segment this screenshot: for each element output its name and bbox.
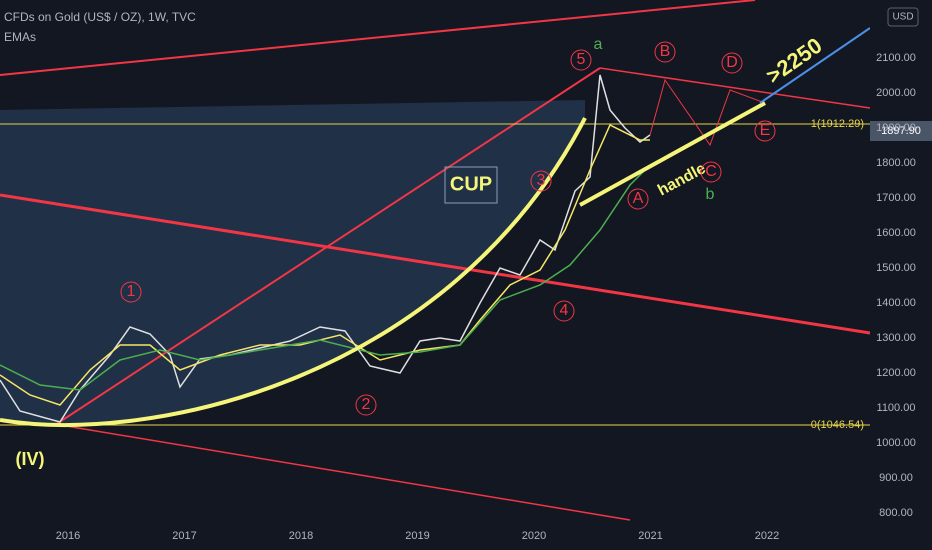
- y-axis: 2100.00 2000.00 1900.00 1800.00 1700.00 1600.…: [876, 52, 916, 519]
- x-tick-label: 2020: [522, 530, 546, 542]
- fib-label: 1(1912.29): [811, 118, 864, 130]
- wave-label: D: [726, 54, 738, 71]
- wave-label: A: [633, 190, 644, 207]
- x-tick-label: 2017: [172, 530, 196, 542]
- wave-label: 5: [577, 51, 586, 68]
- y-tick-label: 1100.00: [877, 402, 916, 414]
- y-tick-label: 800.00: [879, 507, 913, 519]
- currency-box[interactable]: [887, 7, 919, 27]
- trend-line: [0, 0, 756, 76]
- y-tick-label: 1900.00: [876, 122, 916, 134]
- handle-line: [579, 101, 766, 207]
- y-tick-label: 1700.00: [876, 192, 916, 204]
- trend-line: [599, 67, 871, 109]
- y-tick-label: 1300.00: [876, 332, 916, 344]
- y-tick-label: 1800.00: [876, 157, 916, 169]
- wave-circle: [700, 161, 722, 183]
- x-tick-label: 2021: [638, 530, 662, 542]
- wave-circle: [120, 281, 142, 303]
- wave-label: a: [594, 36, 603, 53]
- x-tick-label: 2018: [289, 530, 313, 542]
- last-price-box: [870, 121, 932, 141]
- x-tick-label: 2016: [56, 530, 80, 542]
- target-line: [759, 27, 871, 104]
- y-tick-label: 1200.00: [876, 367, 916, 379]
- wave-label: B: [660, 43, 671, 60]
- x-tick-label: 2019: [405, 530, 429, 542]
- y-tick-label: 2000.00: [876, 87, 916, 99]
- cup-box: [444, 166, 498, 204]
- wave-label: 4: [560, 302, 569, 319]
- indicator-label: EMAs: [4, 30, 36, 44]
- fib-label: 0(1046.54): [811, 419, 864, 431]
- projection: [649, 78, 766, 147]
- wave-label: E: [760, 122, 771, 139]
- symbol-title: CFDs on Gold (US$ / OZ), 1W, TVC: [4, 10, 196, 24]
- wave-circle: [654, 41, 676, 63]
- wave-label: (IV): [16, 449, 45, 469]
- cup-label: CUP: [450, 173, 492, 195]
- y-tick-label: 1600.00: [876, 227, 916, 239]
- y-tick-label: 2100.00: [876, 52, 916, 64]
- wave-label: 2: [362, 396, 371, 413]
- last-price: 1897.90: [881, 125, 921, 137]
- x-tick-label: 2022: [755, 530, 779, 542]
- wave-circle: [530, 170, 552, 192]
- wave-label: C: [705, 163, 717, 180]
- wave-label: b: [706, 186, 715, 203]
- trend-line: [54, 67, 601, 426]
- wave-circle: [627, 188, 649, 210]
- y-tick-label: 1400.00: [876, 297, 916, 309]
- price-axis: [870, 0, 932, 550]
- wave-label: 3: [537, 172, 546, 189]
- cup-curve: [0, 117, 587, 427]
- y-tick-label: 1000.00: [876, 437, 916, 449]
- wave-labels: 1 2 3 4 5 A B C D E a b: [120, 36, 776, 416]
- wave-label: 1: [127, 283, 136, 300]
- trend-line: [0, 193, 871, 335]
- trend-line: [59, 424, 631, 521]
- wave-circle: [553, 300, 575, 322]
- y-tick-label: 900.00: [879, 472, 913, 484]
- currency[interactable]: USD: [892, 12, 913, 23]
- wave-circle: [721, 52, 743, 74]
- price-path: [0, 74, 651, 423]
- wave-circle: [754, 120, 776, 142]
- wave-circle: [570, 49, 592, 71]
- wave-circle: [355, 394, 377, 416]
- y-tick-label: 1500.00: [876, 262, 916, 274]
- x-axis: 2016 2017 2018 2019 2020 2021 2022: [56, 530, 779, 542]
- ema: [0, 164, 651, 391]
